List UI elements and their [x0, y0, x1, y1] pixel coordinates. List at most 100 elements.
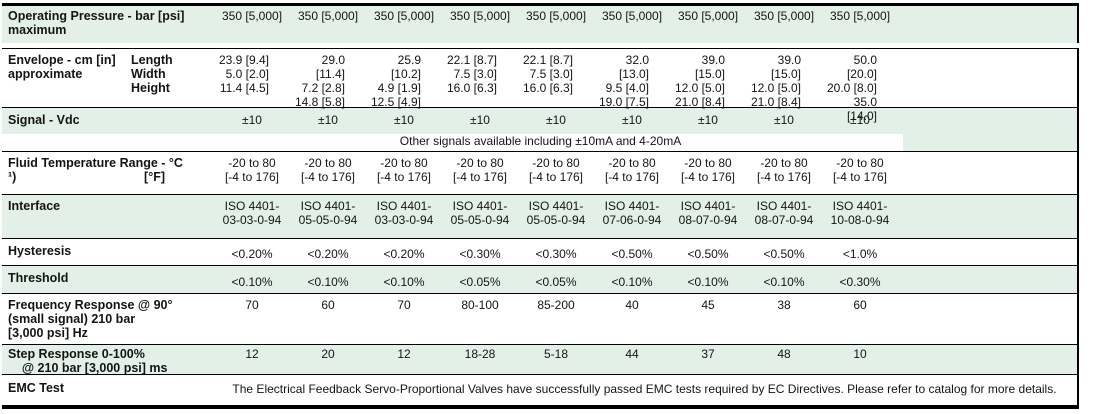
value-cell: 350 [5,000] — [442, 9, 518, 23]
value-line: ±10 — [470, 113, 490, 127]
table-row-threshold: Threshold <0.10% <0.10% <0.10% <0.05% <0.05% <… — [2, 266, 1079, 293]
value-line: 350 [5,000] — [677, 9, 739, 23]
value-cell: ISO 4401- 08-07-0-94 — [746, 199, 822, 227]
row-cells: 12 20 12 18-28 5-18 44 37 48 10 — [214, 347, 898, 361]
value-cell: <0.10% — [214, 275, 290, 289]
value-cell: 12 — [214, 347, 290, 361]
value-line: <0.50% — [611, 247, 653, 261]
value-cell: <0.30% — [822, 275, 898, 289]
value-line: 11.4 [4.5] — [219, 81, 269, 95]
row-note: Other signals available including ±10mA … — [399, 134, 682, 148]
value-cell: 350 [5,000] — [746, 9, 822, 23]
row-label-line: Interface — [8, 199, 61, 213]
value-line: ±10 — [394, 113, 414, 127]
value-line: 22.1 [8.7] — [446, 53, 497, 67]
value-line: 29.0 [11.4] — [315, 53, 345, 81]
row-label-line: Hysteresis — [8, 244, 72, 258]
value-line: 32.0 [13.0] — [618, 53, 649, 81]
value-line: 05-05-0-94 — [526, 213, 586, 227]
value-cell: <1.0% — [822, 247, 898, 261]
value-line: [-4 to 176] — [300, 170, 356, 184]
table-row-operating-pressure: Operating Pressure - bar [psi] maximum 350… — [2, 6, 1079, 48]
row-label-frequency-response: Frequency Response @ 90° (small signal) 2… — [8, 298, 172, 340]
value-line: <0.20% — [307, 247, 349, 261]
value-cell: 22.1 [8.7] 7.5 [3.0] 16.0 [6.3] — [442, 53, 518, 123]
value-line: <0.20% — [383, 247, 425, 261]
value-cell: <0.30% — [518, 247, 594, 261]
value-cell: 38 — [746, 298, 822, 312]
row-label-line: maximum — [8, 23, 67, 37]
value-cell: ISO 4401- 10-08-0-94 — [822, 199, 898, 227]
row-label-line: @ 210 bar [3,000 psi] ms — [8, 361, 168, 375]
value-cell: ISO 4401- 05-05-0-94 — [518, 199, 594, 227]
value-line: 22.1 [8.7] — [522, 53, 573, 67]
value-cell: 50.0 [20.0] 20.0 [8.0] 35.0 [14.0] — [822, 53, 898, 123]
value-line: 70 — [397, 298, 411, 312]
value-line: -20 to 80 — [228, 156, 276, 170]
value-line: 23.9 [9.4] — [218, 53, 269, 67]
value-line: <0.30% — [535, 247, 577, 261]
row-divider — [2, 374, 1079, 375]
value-line: 08-07-0-94 — [754, 213, 814, 227]
value-line: 12.0 [5.0] — [750, 81, 801, 95]
value-line: 20.0 [8.0] — [826, 81, 877, 95]
value-line: 45 — [701, 298, 715, 312]
value-cell: -20 to 80 [-4 to 176] — [746, 156, 822, 184]
value-line: 12.5 [4.9] — [370, 95, 421, 109]
value-line: 5.0 [2.0] — [225, 67, 269, 81]
table-row-frequency-response: Frequency Response @ 90° (small signal) 2… — [2, 294, 1079, 344]
value-line: <0.10% — [763, 275, 805, 289]
value-line: 7.2 [2.8] — [301, 81, 345, 95]
value-cell: ISO 4401- 05-05-0-94 — [290, 199, 366, 227]
value-line: 40 — [625, 298, 639, 312]
value-cell: <0.10% — [290, 275, 366, 289]
row-divider — [2, 151, 1079, 152]
value-cell: ±10 — [518, 113, 594, 127]
value-cell: -20 to 80 [-4 to 176] — [594, 156, 670, 184]
value-cell: 350 [5,000] — [290, 9, 366, 23]
value-line: 7.5 [3.0] — [453, 67, 497, 81]
value-line: [-4 to 176] — [528, 170, 584, 184]
value-line: 80-100 — [461, 298, 499, 312]
value-cell: 39.0 [15.0] 12.0 [5.0] 21.0 [8.4] — [746, 53, 822, 123]
value-cell: ±10 — [290, 113, 366, 127]
value-line: 10-08-0-94 — [830, 213, 890, 227]
value-line: 44 — [625, 347, 639, 361]
value-line: 19.0 [7.5] — [598, 95, 649, 109]
value-line: 85-200 — [537, 298, 575, 312]
row-cells: 350 [5,000] 350 [5,000] 350 [5,000] 350 [5,… — [214, 9, 898, 23]
row-sub-label: Length — [131, 53, 173, 67]
value-line: -20 to 80 — [836, 156, 884, 170]
value-cell: 10 — [822, 347, 898, 361]
row-label-emc-test: EMC Test — [8, 381, 64, 395]
value-cell: 350 [5,000] — [822, 9, 898, 23]
value-cell: <0.05% — [442, 275, 518, 289]
value-line: ±10 — [622, 113, 642, 127]
value-line: 03-03-0-94 — [374, 213, 434, 227]
value-line: ±10 — [698, 113, 718, 127]
value-line: ISO 4401- — [832, 199, 888, 213]
value-cell: 60 — [290, 298, 366, 312]
value-line: 14.8 [5.8] — [294, 95, 345, 109]
value-line: 9.5 [4.0] — [605, 81, 649, 95]
value-line: 10 — [853, 347, 867, 361]
value-cell: 80-100 — [442, 298, 518, 312]
value-cell: <0.50% — [746, 247, 822, 261]
value-cell: 22.1 [8.7] 7.5 [3.0] 16.0 [6.3] — [518, 53, 594, 123]
row-label-line: Step Response 0-100% — [8, 347, 145, 361]
row-label-hysteresis: Hysteresis — [8, 244, 71, 258]
value-cell: 29.0 [11.4] 7.2 [2.8] 14.8 [5.8] — [290, 53, 366, 123]
value-cell: <0.50% — [670, 247, 746, 261]
row-label-line: [3,000 psi] Hz — [8, 326, 88, 340]
value-cell: 70 — [214, 298, 290, 312]
value-cell: ISO 4401- 05-05-0-94 — [442, 199, 518, 227]
row-unit-label: [°F] — [144, 170, 165, 184]
value-line: [-4 to 176] — [452, 170, 508, 184]
value-cell: 40 — [594, 298, 670, 312]
value-line: ±10 — [242, 113, 262, 127]
value-cell: 5-18 — [518, 347, 594, 361]
row-label-signal: Signal - Vdc — [8, 113, 80, 127]
value-cell: 350 [5,000] — [670, 9, 746, 23]
value-line: 60 — [853, 298, 867, 312]
value-cell: <0.10% — [366, 275, 442, 289]
